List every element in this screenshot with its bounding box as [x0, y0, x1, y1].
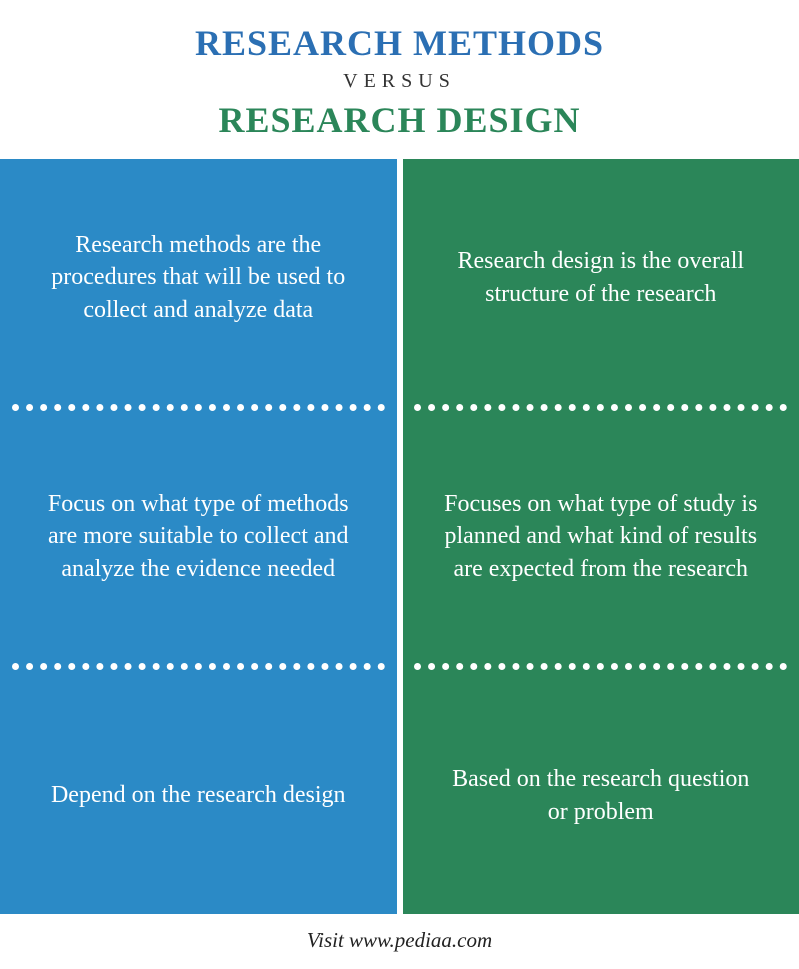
divider-left	[0, 396, 397, 418]
cell-left: Research methods are the procedures that…	[0, 159, 397, 396]
cell-text: Research design is the overall structure…	[441, 245, 762, 310]
cell-left: Focus on what type of methods are more s…	[0, 418, 397, 655]
divider-right	[403, 396, 799, 418]
header: RESEARCH METHODS VERSUS RESEARCH DESIGN	[0, 0, 799, 159]
dotted-line	[414, 663, 787, 670]
title-bottom: RESEARCH DESIGN	[0, 99, 799, 141]
footer-credit: Visit www.pediaa.com	[0, 914, 799, 969]
dotted-line	[12, 404, 385, 411]
title-top: RESEARCH METHODS	[0, 22, 799, 64]
grid-row: Research methods are the procedures that…	[0, 159, 799, 396]
cell-left: Depend on the research design	[0, 677, 397, 914]
grid-row: Depend on the research design Based on t…	[0, 677, 799, 914]
cell-text: Focus on what type of methods are more s…	[38, 488, 359, 585]
divider-left	[0, 655, 397, 677]
comparison-grid: Research methods are the procedures that…	[0, 159, 799, 914]
cell-text: Depend on the research design	[51, 779, 346, 811]
cell-text: Based on the research question or proble…	[441, 763, 762, 828]
dotted-line	[414, 404, 787, 411]
cell-right: Focuses on what type of study is planned…	[403, 418, 799, 655]
dotted-line	[12, 663, 385, 670]
row-divider	[0, 655, 799, 677]
cell-text: Focuses on what type of study is planned…	[441, 488, 762, 585]
row-divider	[0, 396, 799, 418]
versus-label: VERSUS	[0, 70, 799, 93]
cell-right: Research design is the overall structure…	[403, 159, 799, 396]
cell-right: Based on the research question or proble…	[403, 677, 799, 914]
grid-row: Focus on what type of methods are more s…	[0, 418, 799, 655]
cell-text: Research methods are the procedures that…	[38, 229, 359, 326]
divider-right	[403, 655, 799, 677]
